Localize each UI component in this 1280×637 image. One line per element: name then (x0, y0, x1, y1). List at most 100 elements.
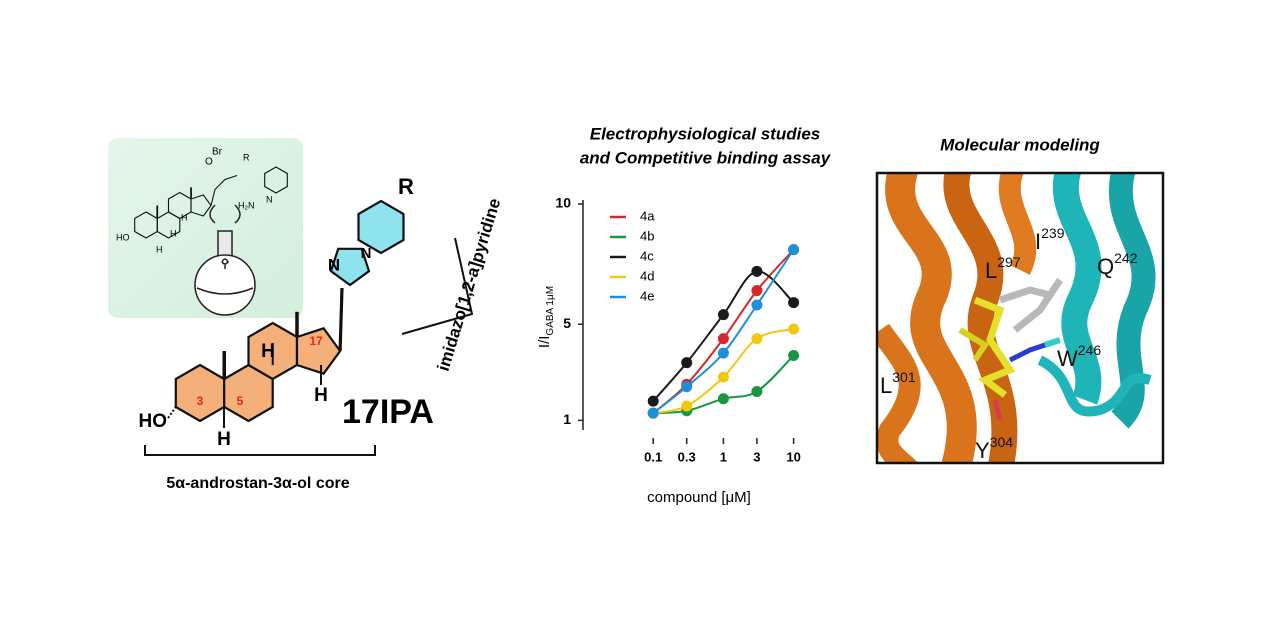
hydrogen: H (314, 385, 328, 406)
data-point (788, 297, 800, 309)
ring-number: 17 (309, 334, 323, 348)
data-point (788, 323, 800, 335)
ring-number: 3 (197, 394, 204, 408)
chart-title: and Competitive binding assay (580, 148, 832, 167)
nitrogen: N (328, 255, 340, 274)
data-point (751, 333, 763, 345)
series-line (653, 354, 795, 415)
heterocycle-label: imidazo[1,2-a]pyridine (434, 196, 505, 373)
imidazole (329, 247, 371, 287)
atom-label: R (243, 152, 250, 162)
ring (190, 194, 212, 217)
data-point (647, 395, 659, 407)
x-tick-label: 0.1 (644, 449, 662, 464)
side-chain (210, 174, 238, 206)
y-tick-label: 5 (563, 315, 571, 331)
core-bracket (144, 445, 376, 456)
hydrogen: H (261, 341, 275, 362)
residue-letter: L (880, 373, 892, 398)
atom-label: H (181, 212, 188, 222)
x-tick-label: 1 (720, 449, 727, 464)
residue-letter: I (1035, 229, 1041, 254)
residue-label: L301 (880, 369, 916, 398)
x-tick-label: 0.3 (678, 449, 696, 464)
atom-label: Br (212, 147, 223, 158)
atom-label: H (170, 228, 177, 238)
residue-number: 304 (990, 434, 1014, 450)
legend-label: 4b (640, 228, 654, 243)
atom-label: H (156, 244, 163, 254)
pyridine (264, 166, 288, 194)
data-point (647, 407, 659, 419)
residue-letter: Y (975, 438, 990, 463)
legend-label: 4d (640, 268, 654, 283)
hydroxyl-bond (167, 406, 177, 419)
series-line (652, 249, 795, 414)
residue-letter: W (1057, 346, 1078, 371)
residue-letter: L (985, 258, 997, 283)
y-axis-label: I/IGABA 1μM (536, 286, 556, 348)
residue-label: Y304 (975, 434, 1013, 463)
atom-label: H₂N (238, 200, 255, 210)
series-line (652, 249, 795, 414)
x-tick-label: 3 (753, 449, 760, 464)
hydrogen: H (217, 429, 231, 450)
data-point (751, 265, 763, 277)
y-axis-label-sub: GABA 1μM (545, 286, 556, 336)
flask (194, 204, 256, 316)
legend-label: 4a (640, 208, 655, 223)
heterocycle-bracket (401, 237, 474, 335)
nitrogen: N (361, 245, 372, 262)
y-tick-label: 10 (555, 195, 571, 211)
legend-label: 4c (640, 248, 654, 263)
data-point (788, 244, 800, 256)
x-axis-label: compound [μM] (647, 489, 751, 506)
chart-title: Electrophysiological studies (590, 124, 821, 143)
protein-render (877, 173, 1163, 463)
data-point (717, 393, 729, 405)
data-point (788, 349, 800, 361)
ring (295, 327, 342, 375)
y-tick-label: 1 (563, 411, 571, 427)
data-point (751, 299, 763, 311)
residue-number: 239 (1041, 225, 1065, 241)
data-point (717, 347, 729, 359)
residue-label: W246 (1057, 342, 1101, 371)
hydroxyl: HO (139, 411, 168, 432)
data-point (681, 357, 693, 369)
substituent: R (398, 174, 414, 199)
modeling-frame (875, 171, 1165, 465)
residue-label: L297 (985, 254, 1021, 283)
data-point (717, 309, 729, 321)
y-axis-label-main: I/I (536, 336, 553, 349)
data-point (751, 386, 763, 398)
compound-name: 17IPA (342, 393, 434, 431)
atom-label: N (266, 194, 273, 204)
ring (174, 363, 226, 423)
residue-number: 246 (1078, 342, 1102, 358)
residue-number: 297 (997, 254, 1021, 270)
synthesis-box (108, 138, 303, 318)
data-point (717, 333, 729, 345)
residue-label: I239 (1035, 225, 1065, 254)
data-point (681, 400, 693, 412)
residue-label: Q242 (1097, 250, 1138, 279)
residue-letter: Q (1097, 254, 1114, 279)
residue-number: 301 (892, 369, 916, 385)
data-point (681, 381, 693, 393)
data-point (717, 371, 729, 383)
atom-label: O (205, 157, 213, 168)
legend-label: 4e (640, 288, 654, 303)
pyridine (357, 199, 405, 255)
x-tick-label: 10 (786, 449, 800, 464)
side-chain (338, 287, 344, 352)
data-point (751, 285, 763, 297)
atom-label: HO (116, 232, 130, 242)
residue-number: 242 (1114, 250, 1138, 266)
modeling-title: Molecular modeling (940, 135, 1100, 154)
chart: Electrophysiological studies and Competit… (536, 124, 832, 505)
core-label: 5α-androstan-3α-ol core (166, 475, 349, 492)
ring-number: 5 (237, 394, 244, 408)
